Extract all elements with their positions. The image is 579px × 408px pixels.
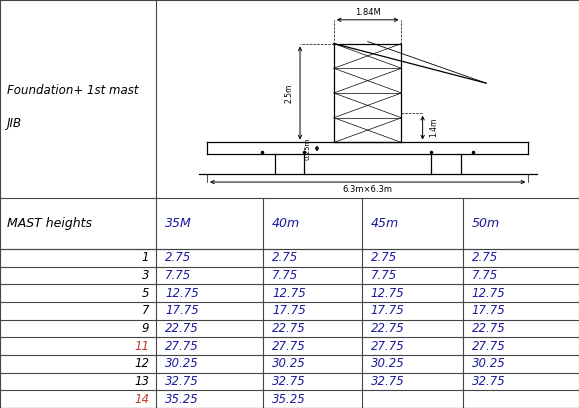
Text: 5: 5: [142, 286, 149, 299]
Text: 2.75: 2.75: [371, 251, 397, 264]
Text: 30.25: 30.25: [165, 357, 199, 370]
Text: 30.25: 30.25: [472, 357, 505, 370]
Text: 12.75: 12.75: [165, 286, 199, 299]
Text: 12.75: 12.75: [272, 286, 306, 299]
Text: Foundation+ 1st mast: Foundation+ 1st mast: [7, 84, 138, 97]
Text: 2.75: 2.75: [472, 251, 498, 264]
Text: 27.75: 27.75: [371, 339, 404, 353]
Text: 0.25m: 0.25m: [305, 137, 310, 160]
Text: 17.75: 17.75: [472, 304, 505, 317]
Text: 22.75: 22.75: [272, 322, 306, 335]
Text: 2.75: 2.75: [272, 251, 298, 264]
Text: 32.75: 32.75: [472, 375, 505, 388]
Text: 7.75: 7.75: [371, 269, 397, 282]
Text: 1: 1: [142, 251, 149, 264]
Text: 14: 14: [134, 392, 149, 406]
Text: 12.75: 12.75: [371, 286, 404, 299]
Text: 35.25: 35.25: [165, 392, 199, 406]
Text: 35.25: 35.25: [272, 392, 306, 406]
Text: 7.75: 7.75: [472, 269, 498, 282]
Text: MAST heights: MAST heights: [7, 217, 92, 230]
Text: 6.3m×6.3m: 6.3m×6.3m: [343, 185, 393, 194]
Text: 2.75: 2.75: [165, 251, 191, 264]
Text: 9: 9: [142, 322, 149, 335]
Text: 27.75: 27.75: [165, 339, 199, 353]
Text: 30.25: 30.25: [272, 357, 306, 370]
Text: 17.75: 17.75: [371, 304, 404, 317]
Text: 7.75: 7.75: [165, 269, 191, 282]
Text: 7.75: 7.75: [272, 269, 298, 282]
Text: 45m: 45m: [371, 217, 399, 230]
Text: 3: 3: [142, 269, 149, 282]
Text: JIB: JIB: [7, 117, 22, 130]
Text: 1.4m: 1.4m: [429, 118, 438, 137]
Text: 11: 11: [134, 339, 149, 353]
Text: 7: 7: [142, 304, 149, 317]
Text: 17.75: 17.75: [272, 304, 306, 317]
Text: 27.75: 27.75: [472, 339, 505, 353]
Text: 35M: 35M: [165, 217, 192, 230]
Text: 12.75: 12.75: [472, 286, 505, 299]
Text: 22.75: 22.75: [165, 322, 199, 335]
Text: 27.75: 27.75: [272, 339, 306, 353]
Text: 30.25: 30.25: [371, 357, 404, 370]
Text: 32.75: 32.75: [272, 375, 306, 388]
Text: 13: 13: [134, 375, 149, 388]
Text: 1.84M: 1.84M: [355, 8, 380, 17]
Text: 32.75: 32.75: [165, 375, 199, 388]
Text: 17.75: 17.75: [165, 304, 199, 317]
Text: 50m: 50m: [472, 217, 500, 230]
Text: 40m: 40m: [272, 217, 301, 230]
Text: 2.5m: 2.5m: [285, 83, 294, 103]
Text: 32.75: 32.75: [371, 375, 404, 388]
Text: 12: 12: [134, 357, 149, 370]
Text: 22.75: 22.75: [371, 322, 404, 335]
Text: 22.75: 22.75: [472, 322, 505, 335]
